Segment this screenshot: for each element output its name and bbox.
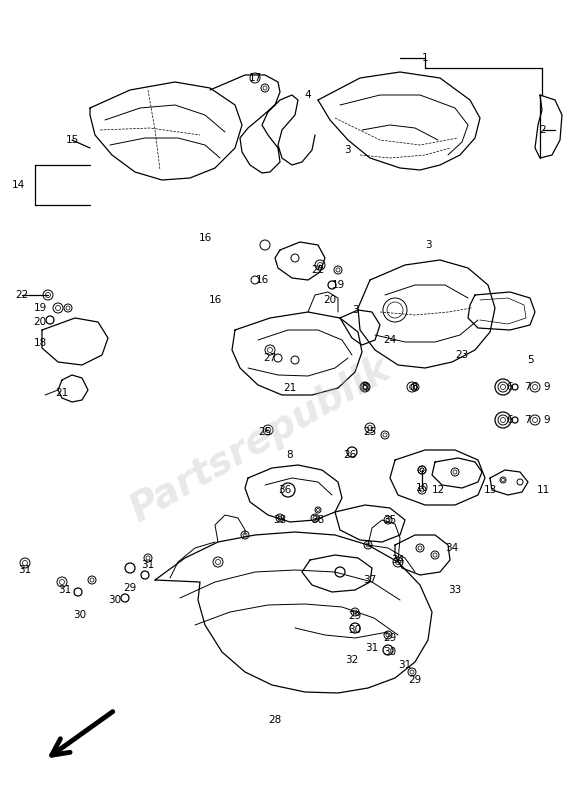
- Text: 3: 3: [344, 145, 350, 155]
- Text: 31: 31: [19, 565, 32, 575]
- Text: 31: 31: [398, 660, 412, 670]
- Text: 38: 38: [273, 515, 287, 525]
- Text: 7: 7: [523, 382, 530, 392]
- Text: 30: 30: [74, 610, 87, 620]
- Text: 3: 3: [351, 305, 358, 315]
- Text: 32: 32: [346, 655, 358, 665]
- Text: 13: 13: [483, 485, 497, 495]
- Text: 21: 21: [56, 388, 69, 398]
- Text: 29: 29: [349, 611, 362, 621]
- Text: 9: 9: [544, 415, 550, 425]
- Text: 16: 16: [199, 233, 212, 243]
- Text: 16: 16: [255, 275, 269, 285]
- Text: 8: 8: [362, 382, 368, 392]
- Text: 31: 31: [141, 560, 155, 570]
- Text: 31: 31: [58, 585, 72, 595]
- Text: 20: 20: [324, 295, 336, 305]
- Text: 6: 6: [507, 415, 514, 425]
- Text: 6: 6: [507, 382, 514, 392]
- Text: 29: 29: [123, 583, 137, 593]
- Text: 19: 19: [34, 303, 47, 313]
- Text: 10: 10: [416, 483, 428, 493]
- Text: 30: 30: [349, 625, 361, 635]
- Text: 37: 37: [364, 575, 376, 585]
- Text: 12: 12: [431, 485, 445, 495]
- Text: 3: 3: [424, 240, 431, 250]
- Text: 35: 35: [383, 515, 397, 525]
- Text: 25: 25: [258, 427, 272, 437]
- Text: 2: 2: [540, 125, 547, 135]
- Text: 23: 23: [455, 350, 468, 360]
- Text: 17: 17: [248, 73, 262, 83]
- Text: 18: 18: [34, 338, 47, 348]
- Text: 25: 25: [364, 427, 376, 437]
- Text: 11: 11: [536, 485, 549, 495]
- Text: 4: 4: [305, 90, 312, 100]
- Text: 34: 34: [391, 555, 405, 565]
- Text: 24: 24: [383, 335, 397, 345]
- Text: 8: 8: [287, 450, 294, 460]
- Text: 28: 28: [269, 715, 281, 725]
- Text: 30: 30: [383, 647, 397, 657]
- Text: 21: 21: [283, 383, 296, 393]
- Text: 26: 26: [343, 450, 357, 460]
- Text: 22: 22: [16, 290, 28, 300]
- Text: 9: 9: [544, 382, 550, 392]
- Text: 27: 27: [263, 353, 277, 363]
- Text: 7: 7: [523, 415, 530, 425]
- Text: 34: 34: [445, 543, 459, 553]
- Text: 19: 19: [331, 280, 345, 290]
- Text: 5: 5: [527, 355, 533, 365]
- Text: 15: 15: [65, 135, 79, 145]
- Text: 31: 31: [365, 643, 379, 653]
- Text: Partsrepublik: Partsrepublik: [123, 349, 398, 530]
- Text: 36: 36: [278, 485, 292, 495]
- Text: 14: 14: [12, 180, 25, 190]
- Text: 1: 1: [422, 53, 428, 63]
- Text: 16: 16: [208, 295, 222, 305]
- Text: 20: 20: [34, 317, 46, 327]
- Text: 29: 29: [383, 633, 397, 643]
- Text: 29: 29: [408, 675, 422, 685]
- Text: 38: 38: [312, 515, 325, 525]
- Text: 30: 30: [108, 595, 122, 605]
- Text: 22: 22: [312, 265, 325, 275]
- Text: 33: 33: [448, 585, 461, 595]
- Text: 8: 8: [412, 382, 418, 392]
